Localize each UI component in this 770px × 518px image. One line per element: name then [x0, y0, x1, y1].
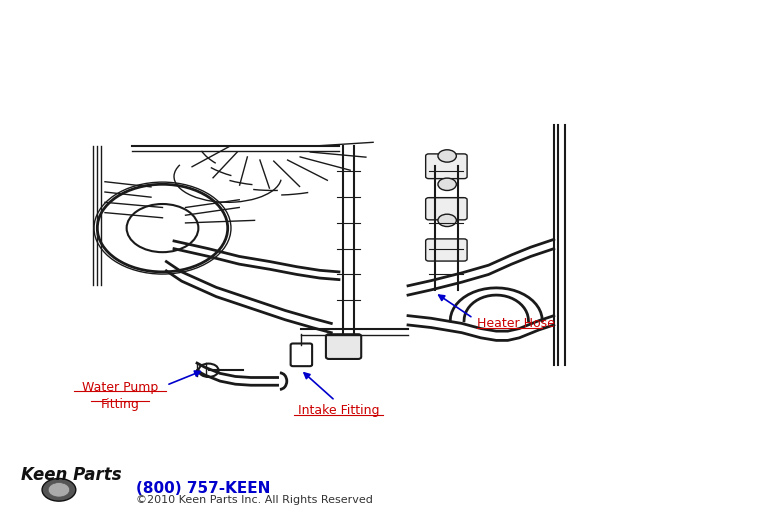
Circle shape	[438, 214, 457, 226]
Text: Keen Parts: Keen Parts	[21, 466, 121, 484]
FancyBboxPatch shape	[426, 154, 467, 179]
FancyBboxPatch shape	[426, 239, 467, 261]
Circle shape	[49, 483, 69, 497]
Circle shape	[438, 150, 457, 162]
FancyBboxPatch shape	[426, 198, 467, 220]
Text: Intake Fitting: Intake Fitting	[298, 405, 380, 418]
Text: Water Pump
Fitting: Water Pump Fitting	[82, 381, 159, 411]
Circle shape	[42, 479, 75, 501]
FancyBboxPatch shape	[326, 334, 361, 359]
Text: ©2010 Keen Parts Inc. All Rights Reserved: ©2010 Keen Parts Inc. All Rights Reserve…	[136, 495, 373, 505]
Circle shape	[438, 178, 457, 191]
Text: Heater Hose: Heater Hose	[477, 317, 555, 330]
Text: (800) 757-KEEN: (800) 757-KEEN	[136, 481, 270, 496]
